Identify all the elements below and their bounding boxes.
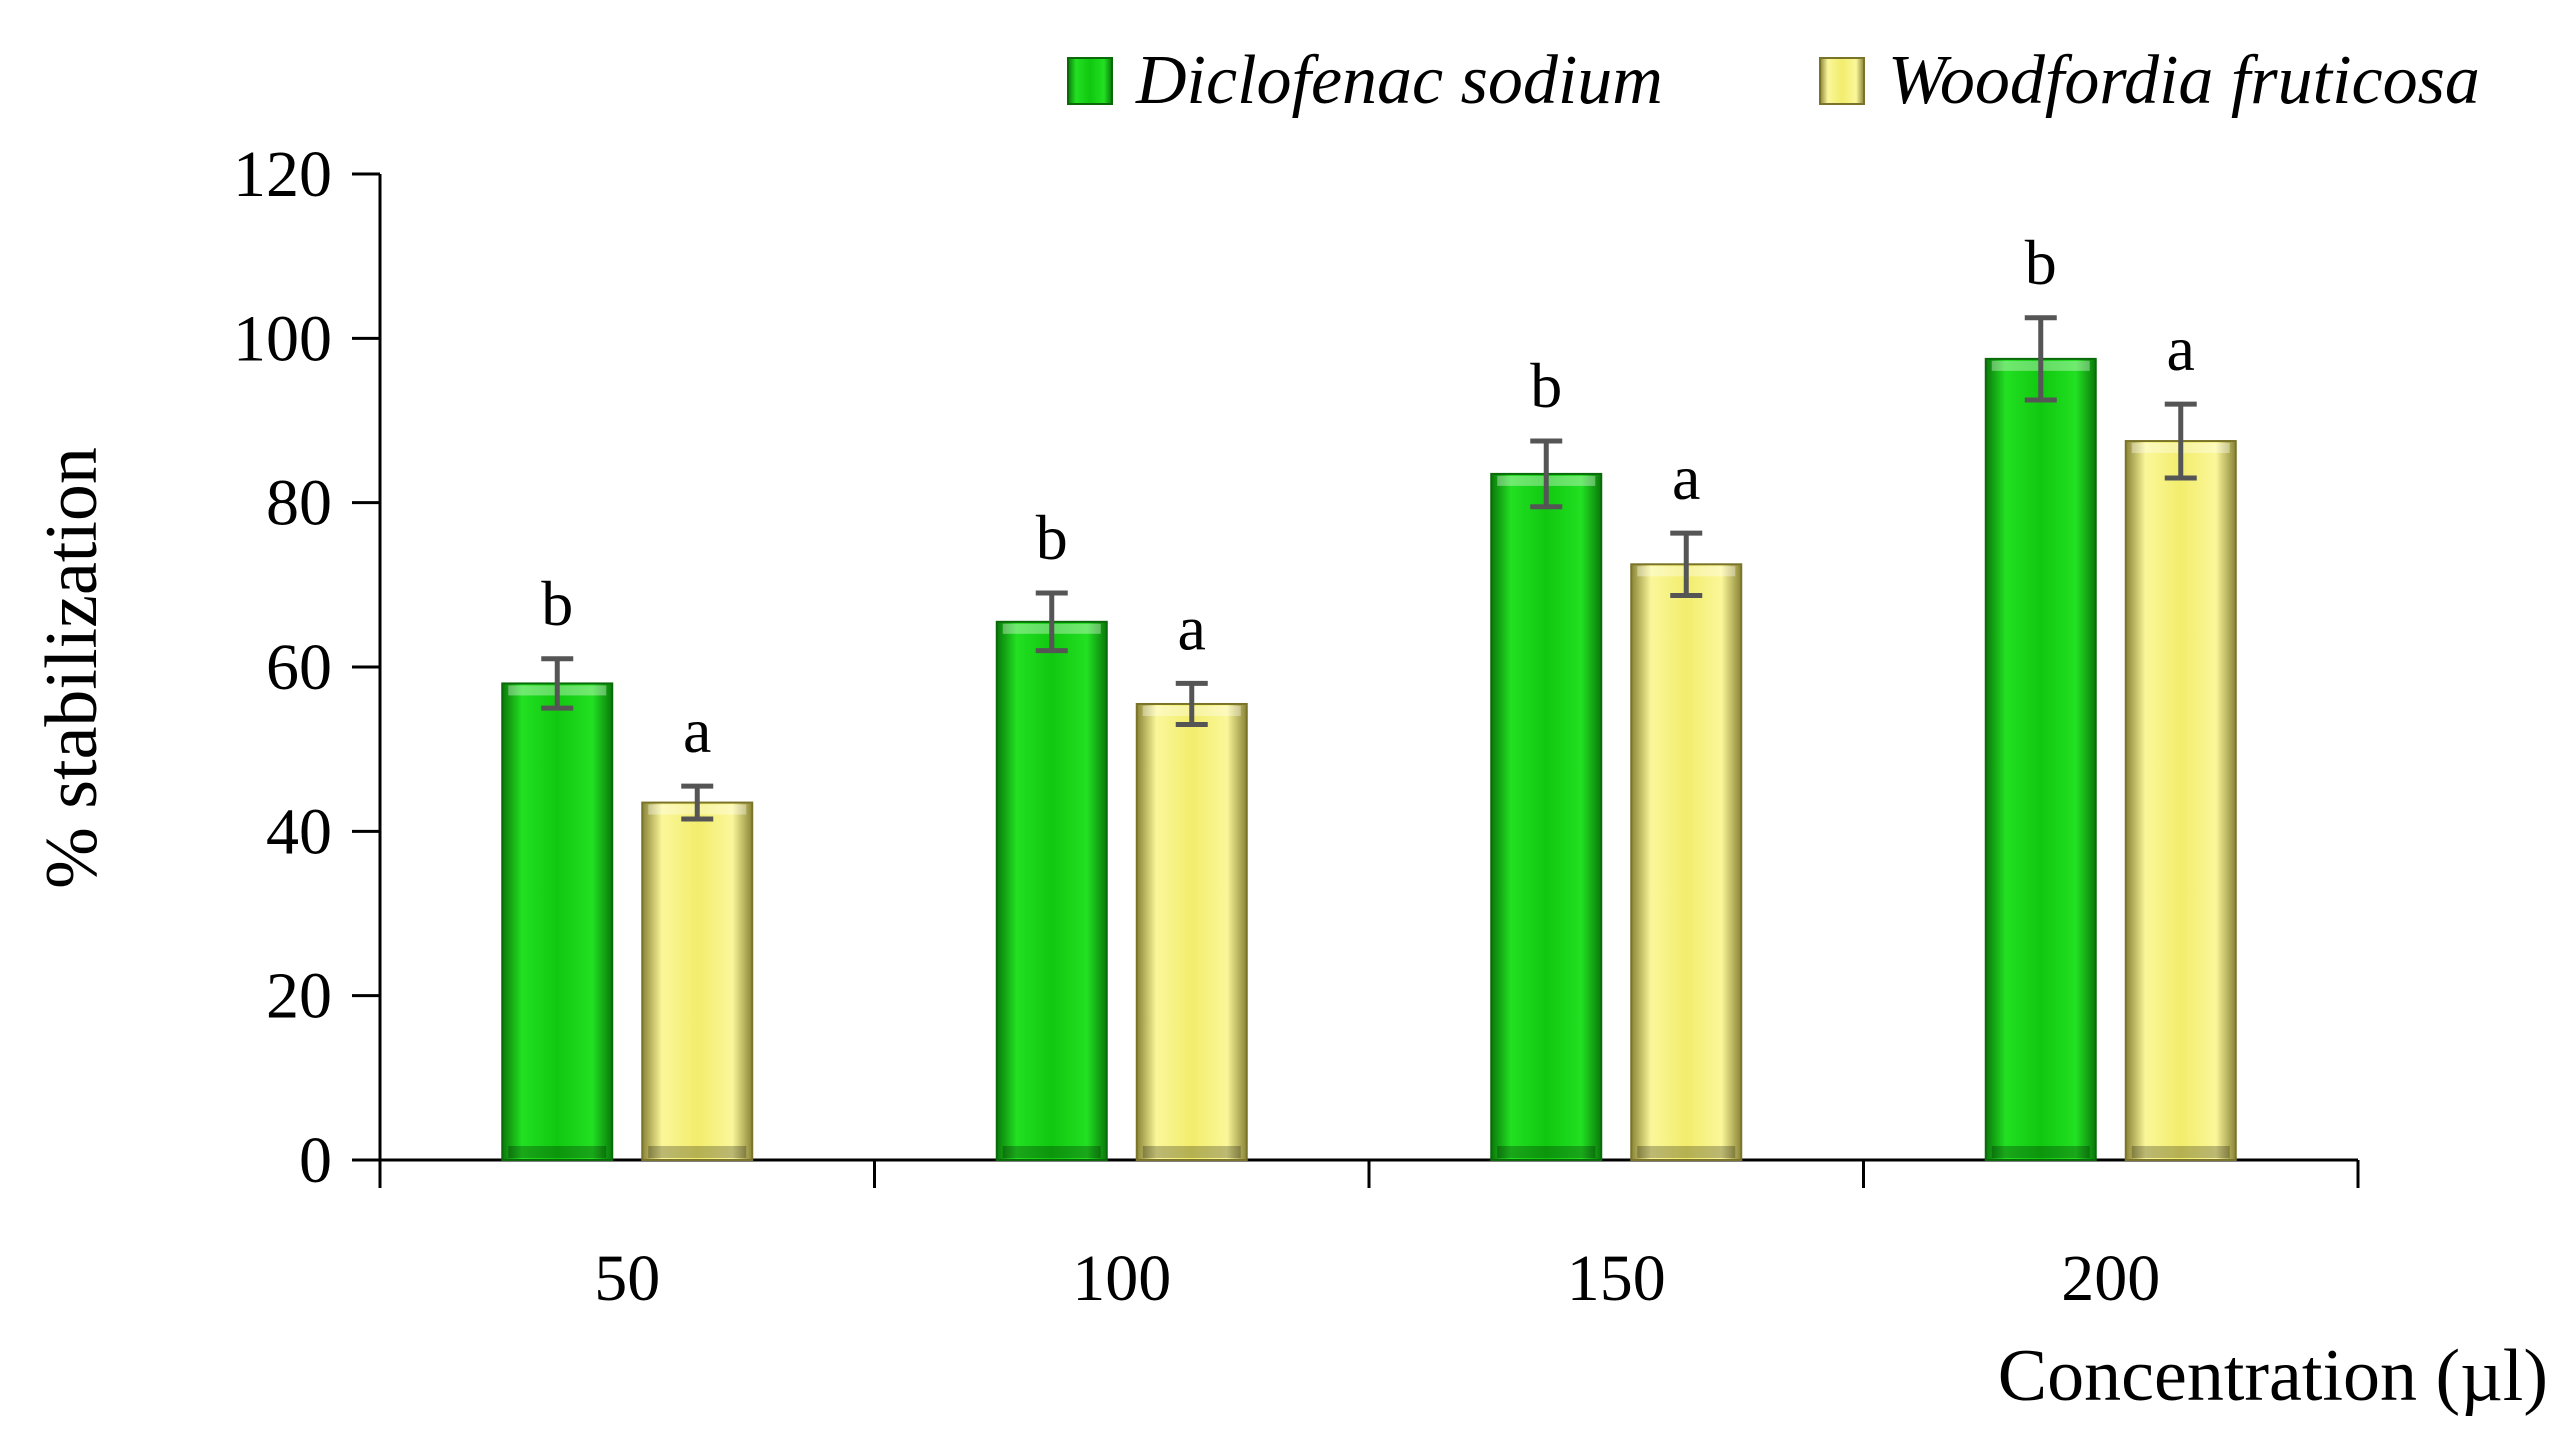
bar-diclofenac [995, 620, 1108, 1161]
y-tick-label: 80 [266, 467, 332, 540]
legend: Diclofenac sodium Woodfordia fruticosa [1067, 42, 2480, 119]
legend-label-diclofenac: Diclofenac sodium [1135, 42, 1663, 119]
x-axis-title: Concentration (µl) [1998, 1335, 2548, 1417]
legend-swatch-woodfordia [1819, 57, 1865, 105]
x-tick-label: 50 [594, 1242, 660, 1315]
bar-woodfordia [641, 801, 754, 1161]
y-tick-label: 100 [233, 302, 332, 375]
x-tick-label: 100 [1072, 1242, 1171, 1315]
x-tick-label: 150 [1567, 1242, 1666, 1315]
bar-diclofenac [1984, 357, 2097, 1161]
significance-letter: b [2025, 227, 2057, 298]
y-tick-label: 0 [299, 1124, 332, 1197]
bar-bevel-bottom [1991, 1146, 2090, 1158]
significance-letter: b [541, 568, 573, 639]
y-ticks: 0 20 40 60 80 100 120 [233, 138, 380, 1197]
significance-letter: a [2167, 313, 2195, 384]
legend-label-woodfordia: Woodfordia fruticosa [1888, 42, 2480, 119]
y-axis-title: % stabilization [31, 447, 113, 889]
bar-bevel-bottom [2131, 1146, 2230, 1158]
significance-labels: b b b b a a a a [541, 227, 2195, 766]
significance-letter: a [1672, 442, 1700, 513]
bar-bevel-bottom [1002, 1146, 1101, 1158]
x-tick-label: 200 [2061, 1242, 2160, 1315]
significance-letter: a [683, 695, 711, 766]
legend-item-woodfordia: Woodfordia fruticosa [1819, 42, 2480, 119]
bar-woodfordia [2124, 440, 2237, 1161]
significance-letter: b [1036, 502, 1068, 573]
legend-item-diclofenac: Diclofenac sodium [1067, 42, 1663, 119]
bar-bevel-bottom [508, 1146, 607, 1158]
bar-bevel-bottom [1142, 1146, 1241, 1158]
error-bars [541, 315, 2197, 822]
significance-letter: b [1530, 350, 1562, 421]
legend-swatch-diclofenac [1067, 57, 1113, 105]
bar-bevel-bottom [1497, 1146, 1596, 1158]
bar-woodfordia [1135, 702, 1248, 1161]
x-ticks: 50 100 150 200 [378, 1160, 2360, 1315]
y-tick-label: 60 [266, 631, 332, 704]
significance-letter: a [1178, 592, 1206, 663]
bar-diclofenac [1490, 472, 1603, 1161]
y-tick-label: 20 [266, 960, 332, 1033]
bar-diclofenac [501, 682, 614, 1162]
bar-woodfordia [1630, 563, 1743, 1161]
bar-bevel-bottom [1637, 1146, 1736, 1158]
bars [501, 357, 2237, 1162]
y-tick-label: 40 [266, 795, 332, 868]
y-tick-label: 120 [233, 138, 332, 211]
bar-bevel-bottom [648, 1146, 747, 1158]
